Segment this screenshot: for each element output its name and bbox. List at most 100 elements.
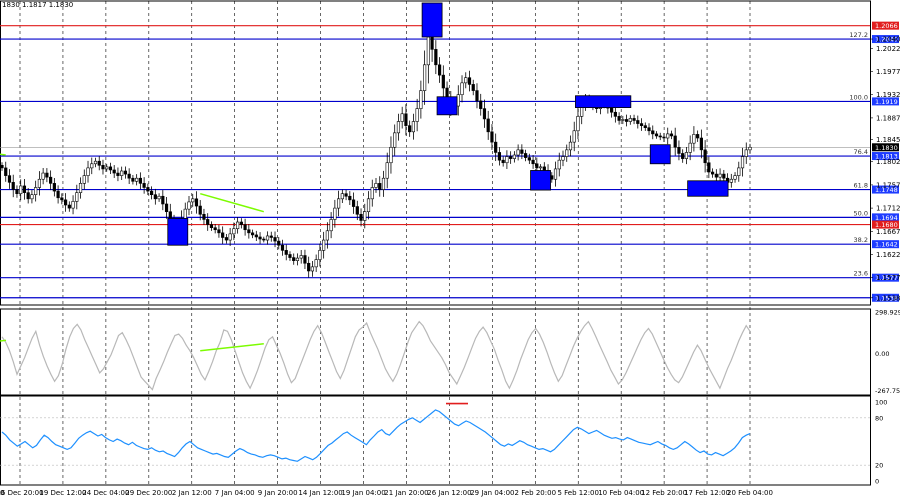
- fib-price-tag: [872, 213, 899, 222]
- candle-body: [692, 134, 696, 144]
- candle-body: [497, 152, 502, 161]
- candle-body: [292, 257, 296, 261]
- candle-body: [516, 149, 520, 156]
- green-divergence-line: [0, 153, 6, 156]
- fib-level-label: 38.2: [854, 236, 868, 244]
- candle-body: [318, 250, 322, 260]
- fib-level-label: 100.0: [849, 93, 868, 101]
- candle-body: [471, 84, 475, 91]
- candle-body: [557, 159, 561, 170]
- candle-body: [325, 230, 329, 241]
- candle-body: [441, 74, 445, 89]
- price-axis: 1.20401.20221.19771.19321.18871.18451.18…: [870, 36, 900, 302]
- price-tick-label: 1.1622: [876, 251, 900, 259]
- candle-body: [340, 193, 344, 200]
- price-tick-label: 1.1712: [876, 205, 900, 213]
- candle-body: [344, 193, 348, 197]
- candle-body: [142, 183, 146, 188]
- cci-divergence-line: [0, 339, 7, 342]
- x-tick-label: 26 Jan 12:00: [427, 489, 471, 497]
- candle-body: [370, 187, 374, 200]
- candle-body: [247, 229, 251, 234]
- green-divergence-line: [200, 192, 265, 213]
- candle-body: [37, 178, 41, 188]
- price-pane-frame: [0, 0, 871, 306]
- candle-body: [277, 240, 281, 246]
- candle-body: [482, 108, 487, 120]
- blue-boxes-layer: [167, 2, 729, 246]
- candle-body: [404, 113, 408, 126]
- candle-body: [658, 135, 662, 138]
- candle-body: [41, 172, 45, 180]
- candle-body: [355, 206, 359, 215]
- fib-price-tag-text: 1.1538: [875, 294, 898, 302]
- candle-body: [49, 176, 53, 184]
- candle-body: [744, 149, 748, 157]
- candle-body: [191, 198, 195, 203]
- candle-body: [213, 227, 217, 231]
- candle-body: [78, 183, 83, 193]
- candle-body: [707, 162, 711, 173]
- candle-body: [561, 156, 565, 161]
- candle-body: [662, 136, 666, 139]
- candle-body: [112, 169, 116, 174]
- cci-divergence-line: [200, 343, 264, 352]
- candle-body: [385, 162, 389, 179]
- x-tick-label: 19 Dec 12:00: [39, 489, 86, 497]
- candle-body: [97, 160, 101, 166]
- candle-body: [333, 207, 337, 220]
- fib-price-tag-text: 1.1577: [875, 274, 898, 282]
- candle-body: [157, 195, 161, 200]
- candle-body: [527, 157, 531, 161]
- candle-body: [490, 131, 494, 143]
- rsi-pane: 100 80 20 0: [0, 399, 887, 486]
- price-tick-label: 1.1845: [876, 136, 900, 144]
- x-tick-label: 29 Dec 20:00: [125, 489, 172, 497]
- candle-body: [366, 198, 371, 213]
- cci-tick-label: -267.752: [875, 387, 900, 395]
- candle-body: [75, 192, 79, 202]
- candle-body: [86, 167, 90, 176]
- candle-body: [531, 159, 535, 165]
- candle-body: [52, 183, 56, 192]
- candle-body: [535, 163, 539, 169]
- candle-body: [45, 172, 49, 178]
- candle-body: [703, 149, 707, 164]
- candle-body: [568, 141, 573, 151]
- red-price-tag: [872, 21, 899, 30]
- candle-body: [135, 177, 139, 182]
- candle-body: [419, 90, 423, 109]
- candle-body: [71, 201, 75, 209]
- candle-body: [748, 146, 752, 151]
- fib-price-tag-text: 1.1919: [875, 98, 898, 106]
- fib-price-tag-text: 1.1694: [875, 214, 898, 222]
- candle-body: [423, 64, 427, 91]
- candle-body: [19, 185, 23, 194]
- candle-body: [740, 156, 745, 169]
- candle-body: [63, 199, 68, 206]
- candle-body: [67, 204, 71, 209]
- candle-body: [265, 235, 270, 241]
- candle-body: [710, 171, 715, 175]
- candle-body: [351, 199, 356, 207]
- candle-body: [4, 167, 8, 176]
- grid-layer: [0, 0, 871, 486]
- candle-body: [228, 233, 232, 241]
- candle-body: [127, 173, 131, 179]
- candle-body: [378, 183, 382, 190]
- candle-body: [34, 187, 38, 196]
- candle-body: [576, 116, 580, 132]
- candle-body: [722, 173, 726, 179]
- candle-body: [322, 239, 326, 251]
- candle-body: [150, 190, 154, 196]
- candle-body: [90, 163, 94, 169]
- rsi-tick-label: 100: [875, 399, 887, 407]
- candle-body: [93, 160, 98, 165]
- candle-body: [437, 64, 442, 76]
- candle-body: [651, 130, 655, 135]
- x-tick-label: 9 Jan 20:00: [258, 489, 298, 497]
- price-tick-label: 1.1538: [876, 294, 900, 302]
- cci-tick-label: 298.929: [875, 309, 900, 317]
- candle-body: [718, 173, 722, 178]
